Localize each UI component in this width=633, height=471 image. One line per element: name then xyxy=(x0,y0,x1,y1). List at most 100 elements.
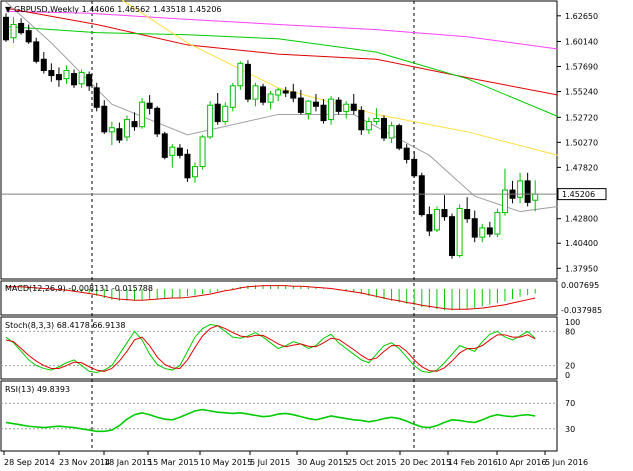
moving-average-line xyxy=(5,7,558,96)
candle-body xyxy=(3,16,9,41)
candle-body xyxy=(328,98,335,121)
candle-body xyxy=(464,209,471,220)
moving-average-line xyxy=(5,10,558,50)
stoch-signal-line xyxy=(5,325,536,372)
candle-body xyxy=(282,90,289,94)
candle-body xyxy=(290,91,297,99)
candle-body xyxy=(275,89,282,96)
rsi-tick-label: 70 xyxy=(565,399,575,408)
candlesticks xyxy=(3,13,539,259)
candle-body xyxy=(161,133,168,158)
candle-body xyxy=(305,100,312,114)
candle-body xyxy=(184,153,191,179)
price-tick-label: 1.57690 xyxy=(565,63,598,72)
candle-body xyxy=(524,180,531,203)
candle-body xyxy=(267,93,274,103)
candle-body xyxy=(33,41,40,62)
candle-body xyxy=(471,218,478,238)
current-price-label: 1.45206 xyxy=(562,190,595,199)
time-tick-label: 14 Feb 2016 xyxy=(448,458,498,467)
price-tick-label: 1.60140 xyxy=(565,37,598,46)
time-tick-label: 28 Sep 2014 xyxy=(4,458,55,467)
current-price-box xyxy=(557,188,607,201)
rsi-line xyxy=(5,408,536,433)
rsi-tick-label: 30 xyxy=(565,425,575,434)
candle-body xyxy=(517,180,524,198)
candle-body xyxy=(486,227,493,235)
candle-body xyxy=(260,86,267,103)
candle-body xyxy=(501,189,508,214)
candle-body xyxy=(335,99,342,112)
candle-body xyxy=(71,73,78,86)
macd-tick-label: -0.037985 xyxy=(561,306,602,315)
candle-body xyxy=(237,62,244,87)
time-tick-label: 25 Oct 2015 xyxy=(347,458,396,467)
candle-body xyxy=(320,104,327,122)
candle-body xyxy=(381,118,387,139)
price-tick-label: 1.42800 xyxy=(565,215,598,224)
time-tick-label: 15 Mar 2015 xyxy=(148,458,199,467)
rsi-panel-frame xyxy=(0,380,558,452)
candle-body xyxy=(403,147,410,160)
candle-body xyxy=(116,128,123,141)
candle-body xyxy=(78,72,85,85)
candle-body xyxy=(441,209,448,218)
candle-body xyxy=(154,107,161,135)
candle-body xyxy=(388,125,395,139)
candle-body xyxy=(101,105,108,133)
symbol-arrow-icon: ▼ xyxy=(5,5,12,14)
candle-body xyxy=(396,125,403,149)
candle-body xyxy=(479,227,486,238)
price-tick-label: 1.52720 xyxy=(565,113,598,122)
stoch-title: Stoch(8,3,3) 68.4178 66.9138 xyxy=(5,321,125,330)
candle-body xyxy=(146,102,153,109)
candle-body xyxy=(350,103,357,111)
time-tick-label: 20 Dec 2015 xyxy=(400,458,451,467)
moving-averages xyxy=(5,0,559,213)
candle-body xyxy=(169,146,176,156)
candle-body xyxy=(312,101,319,107)
macd-panel-frame xyxy=(0,280,558,316)
candle-body xyxy=(252,85,259,100)
candle-body xyxy=(343,103,350,112)
candle-body xyxy=(192,166,198,178)
macd-tick-label: 0.007695 xyxy=(561,281,599,290)
stoch-tick-label: 80 xyxy=(565,327,575,336)
stoch-panel-frame xyxy=(0,316,558,380)
candle-body xyxy=(63,69,70,80)
candle-body xyxy=(199,136,206,168)
candle-body xyxy=(418,175,425,216)
candle-body xyxy=(93,87,100,108)
moving-average-line xyxy=(5,26,559,117)
price-tick-label: 1.40400 xyxy=(565,239,598,248)
candle-body xyxy=(222,105,229,123)
candle-body xyxy=(449,216,456,257)
candle-body xyxy=(244,63,251,100)
time-tick-label: 10 May 2015 xyxy=(200,458,252,467)
price-tick-label: 1.50270 xyxy=(565,138,598,147)
time-tick-label: 5 Jul 2015 xyxy=(250,458,290,467)
stoch-main-line xyxy=(5,324,536,373)
macd-signal-line xyxy=(6,285,536,310)
candle-body xyxy=(176,147,183,156)
candle-body xyxy=(214,103,221,123)
candle-body xyxy=(86,74,93,87)
candle-body xyxy=(373,118,380,123)
time-tick-label: 30 Aug 2015 xyxy=(297,458,348,467)
candle-body xyxy=(532,193,539,201)
candle-body xyxy=(55,74,62,81)
candle-body xyxy=(40,58,47,71)
candle-body xyxy=(456,207,463,257)
candle-body xyxy=(108,127,115,133)
price-tick-label: 1.62650 xyxy=(565,12,598,21)
candle-body xyxy=(365,121,372,131)
candle-body xyxy=(358,109,365,131)
candle-body xyxy=(10,23,17,39)
price-axis: 1.62650 1.60140 1.57690 1.55240 1.52720 1.502… xyxy=(557,12,598,273)
rsi-title: RSI(13) 49.8393 xyxy=(5,385,70,394)
stoch-tick-label: 20 xyxy=(565,362,575,371)
time-tick-label: 18 Jan 2015 xyxy=(104,458,152,467)
stoch-tick-label: 100 xyxy=(565,318,580,327)
candle-body xyxy=(139,101,146,128)
